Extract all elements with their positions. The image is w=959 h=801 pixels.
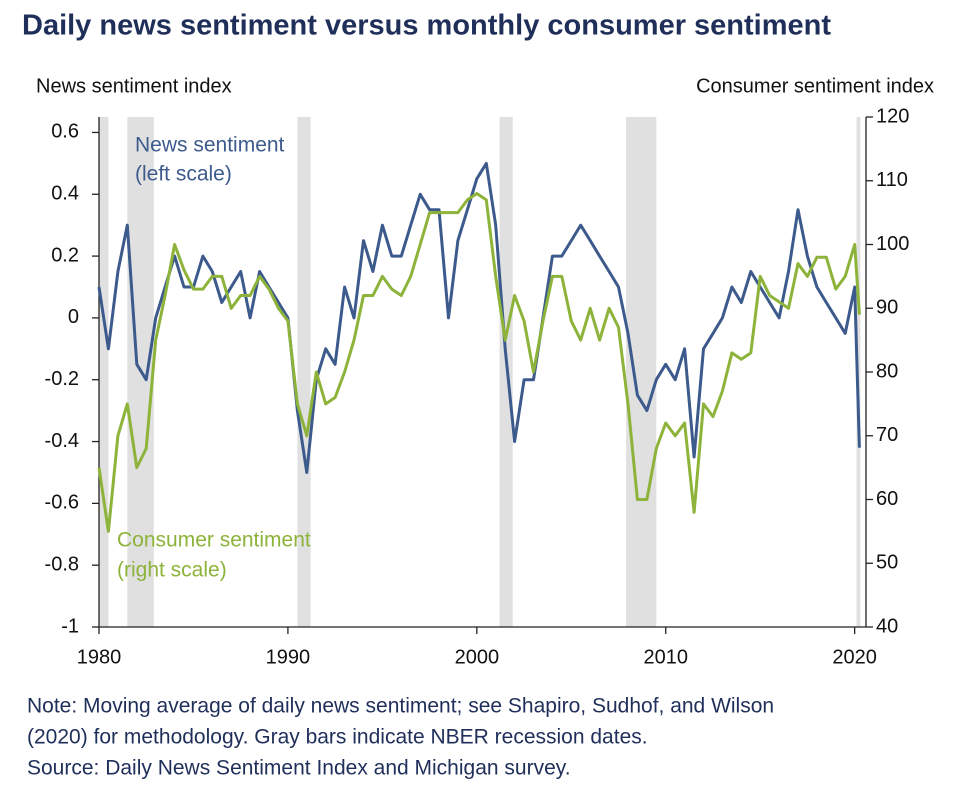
y-tick-label: 0.2 [51,244,79,266]
y2-tick-label: 60 [876,488,898,510]
y-axis-title: News sentiment index [36,75,232,97]
x-tick-label: 2000 [455,646,500,668]
recession-band [297,117,311,627]
y-tick-label: 0.4 [51,183,79,205]
x-tick-label: 2020 [832,646,877,668]
y2-tick-label: 40 [876,615,898,637]
annotation: (right scale) [117,559,227,582]
y2-tick-label: 100 [876,233,909,255]
annotation: Consumer sentiment [117,529,311,552]
x-tick-label: 2010 [643,646,688,668]
recession-band [626,117,657,627]
y-tick-label: 0.6 [51,121,79,143]
y2-tick-label: 70 [876,424,898,446]
y2-tick-label: 90 [876,297,898,319]
y2-tick-label: 50 [876,552,898,574]
y2-tick-label: 110 [876,169,908,191]
y-tick-label: -0.8 [45,553,79,575]
y-tick-label: -0.6 [45,492,79,514]
note: Source: Daily News Sentiment Index and M… [27,757,571,780]
x-tick-label: 1990 [266,646,311,668]
chart-title: Daily news sentiment versus monthly cons… [22,10,831,42]
series-line [97,161,861,474]
y-tick-label: -0.2 [45,368,79,390]
y-tick-label: 0 [68,306,79,328]
y2-tick-label: 120 [876,105,909,127]
y2-tick-label: 80 [876,360,898,382]
series-line [97,192,861,533]
annotation: News sentiment [135,134,285,157]
y2-axis-title: Consumer sentiment index [696,75,934,97]
note: Note: Moving average of daily news senti… [27,695,774,718]
x-tick-label: 1980 [77,646,122,668]
annotation: (left scale) [135,163,232,186]
y-tick-label: -0.4 [45,430,79,452]
y-tick-label: -1 [61,615,79,637]
recession-band [99,117,109,627]
note: (2020) for methodology. Gray bars indica… [27,726,648,749]
